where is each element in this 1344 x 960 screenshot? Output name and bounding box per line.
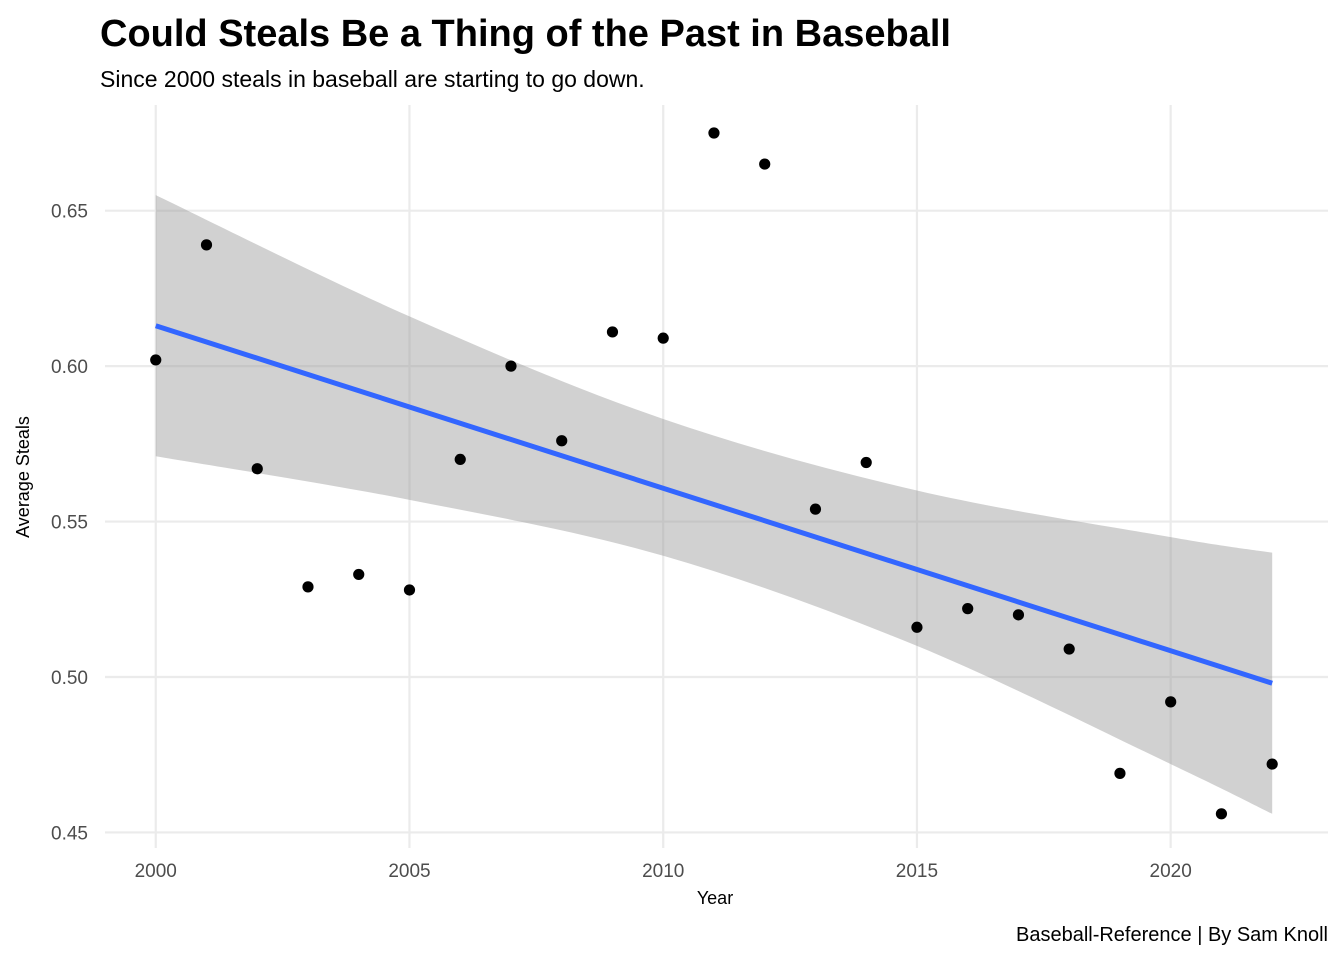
y-tick-label: 0.65 bbox=[51, 202, 88, 223]
y-tick-label: 0.45 bbox=[51, 823, 88, 844]
y-tick-label: 0.50 bbox=[51, 668, 88, 689]
data-point bbox=[759, 158, 771, 170]
trend-line bbox=[154, 323, 1273, 686]
data-point bbox=[1063, 643, 1075, 655]
chart-subtitle: Since 2000 steals in baseball are starti… bbox=[100, 66, 645, 92]
data-point bbox=[809, 503, 822, 515]
data-point bbox=[454, 453, 466, 466]
data-point bbox=[1165, 696, 1177, 708]
data-point bbox=[302, 581, 314, 593]
data-point bbox=[1215, 808, 1228, 820]
x-tick-label: 2005 bbox=[388, 861, 430, 882]
data-point bbox=[911, 621, 923, 633]
data-point bbox=[505, 360, 517, 372]
data-point bbox=[251, 463, 263, 475]
y-axis-title: Average Steals bbox=[13, 416, 33, 538]
chart-title: Could Steals Be a Thing of the Past in B… bbox=[100, 13, 951, 55]
x-tick-label: 2015 bbox=[896, 861, 938, 882]
x-axis-tick-labels: 2000 2005 2010 2015 2020 bbox=[135, 861, 1192, 882]
data-point bbox=[860, 456, 872, 469]
data-points bbox=[150, 127, 1278, 820]
y-axis-tick-labels: 0.45 0.50 0.55 0.60 0.65 bbox=[51, 202, 88, 845]
x-tick-label: 2020 bbox=[1150, 861, 1192, 882]
y-tick-label: 0.55 bbox=[51, 513, 88, 534]
data-point bbox=[708, 127, 720, 139]
data-point bbox=[1114, 767, 1126, 779]
data-point bbox=[150, 354, 162, 366]
grid-lines bbox=[105, 105, 1328, 848]
data-point bbox=[1266, 758, 1278, 770]
chart-caption: Baseball-Reference | By Sam Knoll bbox=[1016, 924, 1328, 946]
y-tick-label: 0.60 bbox=[51, 357, 88, 378]
data-point bbox=[556, 435, 568, 447]
data-point bbox=[657, 332, 669, 344]
data-point bbox=[200, 239, 213, 251]
x-axis-title: Year bbox=[697, 888, 733, 908]
x-tick-label: 2000 bbox=[135, 861, 177, 882]
data-point bbox=[606, 326, 619, 338]
data-point bbox=[403, 584, 416, 596]
data-point bbox=[962, 603, 974, 615]
x-tick-label: 2010 bbox=[642, 861, 684, 882]
trend-line-layer bbox=[154, 323, 1273, 686]
data-point bbox=[353, 568, 365, 581]
data-point bbox=[1012, 609, 1025, 621]
